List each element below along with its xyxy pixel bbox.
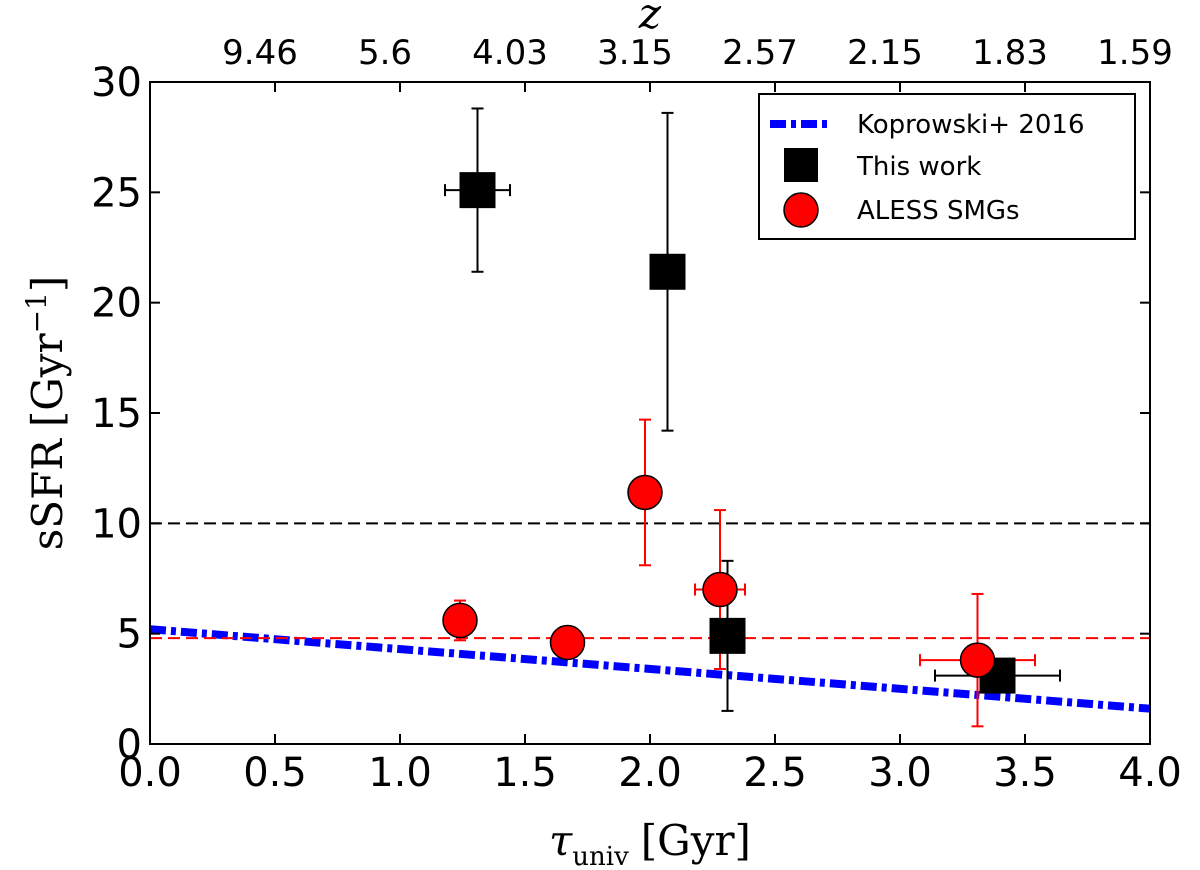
- x-tick-label-2: 1.0: [368, 750, 432, 796]
- top-tick-label-2: 4.03: [472, 33, 548, 73]
- aless-smgs-point-3: [702, 571, 738, 608]
- x-tick-label-3: 1.5: [493, 750, 557, 796]
- y-axis-units-close: ]: [23, 276, 72, 292]
- top-tick-label-0: 9.46: [222, 33, 298, 73]
- x-axis-symbol: τ: [549, 816, 573, 865]
- line-koprowski-2016: [149, 625, 1151, 713]
- legend-aless-swatch: [783, 192, 819, 228]
- x-tick-label-0: 0.0: [118, 750, 182, 796]
- x-axis-units: [Gyr]: [641, 816, 751, 865]
- y-axis-symbol: sSFR: [23, 438, 72, 550]
- legend-koprowski-label: Koprowski+ 2016: [857, 110, 1085, 140]
- top-tick-label-6: 1.83: [972, 33, 1048, 73]
- x-tick-label-8: 4.0: [1118, 750, 1182, 796]
- top-axis-label: z: [638, 0, 662, 38]
- y-axis-units: [Gyr: [23, 333, 72, 428]
- x-tick-label-7: 3.5: [993, 750, 1057, 796]
- y-tick-label-1: 5: [117, 612, 142, 658]
- this-work-point-2: [709, 617, 746, 654]
- aless-smgs-point-0: [442, 602, 478, 639]
- y-tick-label-6: 30: [91, 60, 142, 106]
- top-tick-label-5: 2.15: [847, 33, 923, 73]
- x-tick-label-6: 3.0: [868, 750, 932, 796]
- y-tick-label-4: 20: [91, 281, 142, 327]
- top-tick-label-3: 3.15: [597, 33, 673, 73]
- x-tick-label-5: 2.5: [743, 750, 807, 796]
- x-tick-label-1: 0.5: [243, 750, 307, 796]
- aless-smgs-point-1: [549, 624, 586, 661]
- data-markers: [442, 172, 1016, 694]
- legend-this-work-swatch: [784, 148, 818, 182]
- legend-this-work-label: This work: [856, 152, 981, 182]
- this-work-point-1: [649, 253, 686, 290]
- aless-smgs-point-4: [959, 642, 996, 678]
- axis-ticks: 0.0 0.5 1.0 1.5 2.0 2.5 3.0 3.5 4.0 0 5 10 15 20 25 30 9…: [91, 33, 1182, 796]
- top-tick-label-1: 5.6: [358, 33, 412, 73]
- x-tick-label-4: 2.0: [618, 750, 682, 796]
- legend: Koprowski+ 2016 This work ALESS SMGs: [758, 93, 1136, 240]
- legend-box: [758, 93, 1136, 240]
- top-tick-label-4: 2.57: [722, 33, 798, 73]
- reference-lines: [149, 522, 1151, 713]
- legend-aless-label: ALESS SMGs: [857, 196, 1020, 226]
- y-tick-label-2: 10: [91, 501, 142, 547]
- y-tick-label-0: 0: [117, 722, 142, 768]
- aless-smgs-point-2: [627, 474, 663, 511]
- y-tick-label-5: 25: [91, 170, 142, 216]
- y-tick-label-3: 15: [91, 391, 142, 437]
- y-axis-exponent: −1: [20, 292, 53, 333]
- y-axis-title: sSFR [Gyr−1]: [20, 276, 72, 551]
- x-axis-subscript: univ: [572, 842, 629, 870]
- top-tick-label-7: 1.59: [1097, 33, 1173, 73]
- this-work-point-0: [459, 172, 496, 209]
- x-axis-title: τuniv [Gyr]: [549, 816, 751, 870]
